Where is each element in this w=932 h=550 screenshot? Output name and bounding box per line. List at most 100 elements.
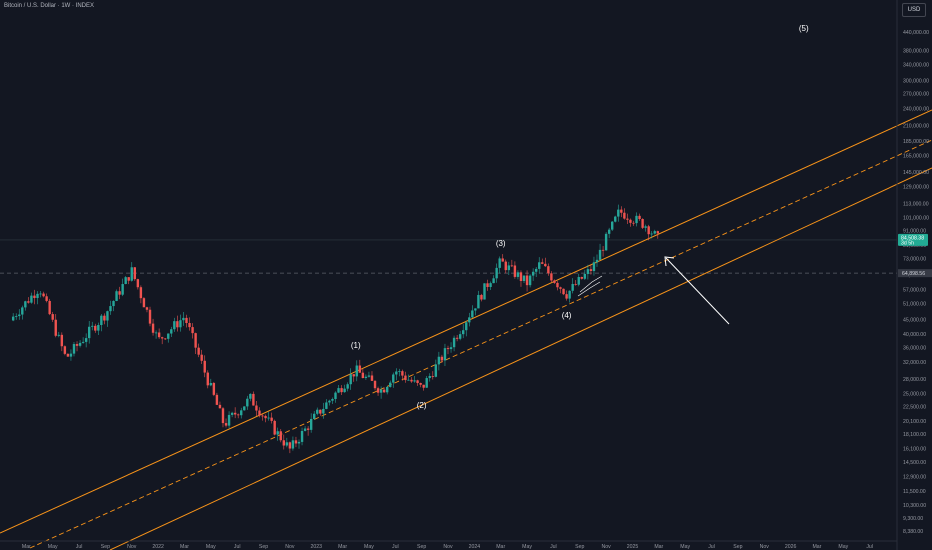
candle[interactable] [382,387,386,393]
candle[interactable] [75,341,79,352]
candle[interactable] [288,441,292,454]
candle[interactable] [370,371,374,381]
candle[interactable] [632,220,635,226]
arrow-line[interactable] [665,257,730,325]
candle[interactable] [57,331,60,338]
candle[interactable] [87,321,91,344]
candle[interactable] [121,278,124,297]
candle[interactable] [212,381,216,397]
candle[interactable] [200,349,203,364]
candle[interactable] [27,297,30,304]
candle[interactable] [468,312,471,327]
candle[interactable] [60,332,64,352]
candle[interactable] [255,401,258,417]
candle[interactable] [352,374,355,382]
candle[interactable] [206,370,209,389]
candle[interactable] [258,407,261,418]
candle[interactable] [428,373,431,382]
candle[interactable] [39,290,42,298]
candle[interactable] [233,407,237,419]
candle[interactable] [306,426,310,436]
candle[interactable] [167,333,170,343]
candle[interactable] [243,406,246,411]
candle[interactable] [100,314,103,332]
candle[interactable] [477,290,480,309]
candle[interactable] [416,379,419,386]
candle[interactable] [398,368,401,377]
triangle-drawing[interactable] [577,281,601,297]
candle[interactable] [30,292,33,304]
candle[interactable] [638,213,641,221]
candle[interactable] [18,309,21,320]
candle[interactable] [385,386,389,395]
candle[interactable] [273,419,276,436]
candle[interactable] [127,277,130,285]
candle[interactable] [519,270,523,287]
candle[interactable] [431,371,434,380]
candle[interactable] [413,376,416,383]
candle[interactable] [501,254,504,262]
candle[interactable] [267,411,270,421]
candle[interactable] [653,229,656,235]
candle[interactable] [81,337,85,344]
wave-label[interactable]: (4) [562,311,572,320]
candle[interactable] [568,290,571,303]
candle[interactable] [294,436,298,448]
candle[interactable] [246,395,249,410]
candle[interactable] [63,345,67,356]
candle[interactable] [553,279,556,284]
candle[interactable] [261,414,264,421]
candle[interactable] [367,371,371,378]
candle[interactable] [36,291,39,305]
candle[interactable] [404,371,407,383]
candle[interactable] [148,306,152,327]
candle[interactable] [185,314,188,328]
wave-label[interactable]: (2) [417,401,427,410]
candle[interactable] [328,399,331,406]
candle[interactable] [115,289,118,302]
candle[interactable] [528,274,532,288]
candle[interactable] [303,426,307,432]
candle[interactable] [531,268,535,281]
candle[interactable] [474,308,477,316]
candle[interactable] [525,270,529,292]
candle[interactable] [492,275,495,284]
candle[interactable] [617,204,620,222]
candle[interactable] [21,305,24,320]
candle[interactable] [577,273,580,287]
candle[interactable] [218,401,222,409]
candle[interactable] [103,313,106,325]
candle[interactable] [614,215,617,223]
candle[interactable] [620,206,623,218]
candle[interactable] [227,411,231,429]
wave-label[interactable]: (1) [351,341,361,350]
candle[interactable] [78,340,82,348]
candle[interactable] [136,278,140,290]
candle[interactable] [154,330,158,339]
candle[interactable] [635,212,638,227]
candle[interactable] [562,288,565,296]
candle[interactable] [322,402,325,419]
candle[interactable] [240,407,243,419]
candle[interactable] [452,335,456,352]
channel-lower-line[interactable] [109,167,932,550]
candle[interactable] [556,281,559,291]
candle[interactable] [401,369,404,381]
candle[interactable] [145,306,149,313]
candle[interactable] [151,318,155,336]
candle[interactable] [547,263,550,276]
candle[interactable] [355,360,358,382]
candle[interactable] [337,385,340,394]
candle[interactable] [483,283,486,300]
candle[interactable] [297,439,301,449]
candle[interactable] [249,393,252,402]
candle[interactable] [343,384,346,393]
candle[interactable] [139,285,143,304]
candle[interactable] [197,343,200,358]
candle[interactable] [498,256,501,274]
candle[interactable] [319,409,322,416]
candle[interactable] [358,359,362,373]
candle[interactable] [109,300,112,315]
candle[interactable] [215,392,219,406]
